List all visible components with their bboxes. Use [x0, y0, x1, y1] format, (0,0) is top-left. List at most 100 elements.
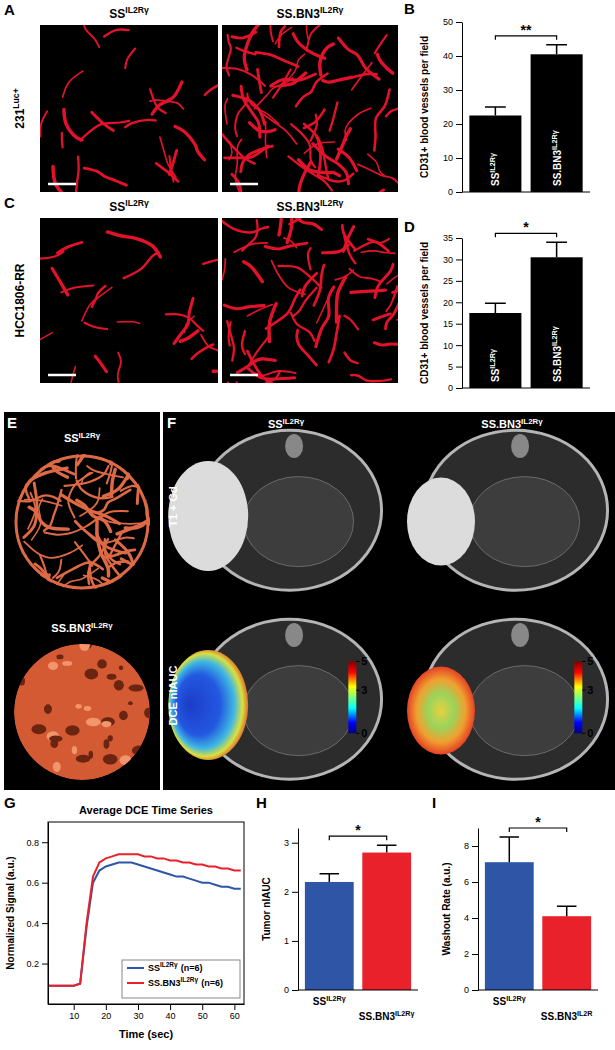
tick-mark: [472, 990, 478, 991]
vessel: [222, 134, 255, 163]
vessel: [256, 52, 298, 66]
tick: 30: [133, 1004, 143, 1021]
render-shade: [19, 676, 25, 685]
vessel: [344, 316, 358, 330]
tick: 15: [443, 319, 462, 329]
column-title-base: SS.BN3: [277, 200, 321, 214]
column-title-sup: IL2Rγ: [521, 417, 543, 426]
colorbar-label: 5: [361, 655, 367, 667]
vessel: [311, 115, 317, 141]
vessel: [343, 227, 353, 252]
vessel: [297, 330, 317, 365]
column-title-sup: IL2Rγ: [320, 5, 344, 15]
axis: 102030405060: [49, 1004, 245, 1021]
category-label: SSIL2Rγ: [313, 994, 346, 1007]
tick: 0: [448, 187, 462, 197]
tick: 30: [443, 255, 462, 265]
category-label: SS.BN3IL2Rγ: [550, 326, 563, 382]
vessel-render: [0, 412, 190, 633]
error-bar: [377, 845, 397, 852]
vessel: [281, 218, 321, 229]
vessel: [374, 343, 397, 345]
category-label-sup: IL2Rγ: [550, 326, 559, 346]
tick-mark: [292, 892, 298, 893]
scale-bar: [230, 183, 258, 186]
render-shade: [76, 755, 91, 763]
mri-tumor: [168, 650, 248, 760]
vessel: [213, 371, 218, 380]
render-shade: [97, 659, 107, 668]
column-title: SSIL2Rγ: [109, 5, 149, 21]
tick: 50: [443, 17, 462, 27]
category-label-base: SS.BN3: [541, 1011, 578, 1022]
row-label: T1 + Gd: [167, 486, 179, 527]
column-title: SS.BN3IL2Rγ: [277, 198, 344, 214]
scale-bar: [230, 374, 258, 377]
tick-mark: [456, 192, 462, 193]
vessel: [53, 560, 62, 578]
category-label-sup: IL2R: [577, 1009, 593, 1018]
mri-slice: [407, 430, 608, 590]
mri-organ: [244, 666, 354, 756]
colorbar-tick: [356, 733, 359, 734]
mri-organ: [470, 666, 580, 756]
column-title: SSIL2Rγ: [268, 417, 305, 430]
legend-label: SSIL2Rγ(n=6): [148, 961, 202, 973]
tick-mark: [456, 367, 462, 368]
column-title-base: SS: [109, 7, 125, 21]
axis: 0.20.40.60.8: [26, 823, 48, 1005]
legend-label-base: SS.BN3: [148, 978, 181, 988]
render-shade: [144, 707, 154, 718]
significance-label: *: [523, 219, 529, 235]
tick: 20: [101, 1004, 111, 1021]
vessel: [307, 25, 334, 51]
vessel: [135, 447, 144, 471]
vessel: [269, 304, 276, 342]
vessel: [68, 473, 92, 518]
tick: 3: [284, 838, 298, 848]
tick-label: 20: [101, 1011, 111, 1021]
render-shade: [101, 717, 115, 726]
tick-mark: [138, 1004, 139, 1010]
vessel: [77, 481, 113, 499]
vessel: [84, 575, 129, 605]
column-title-sup: IL2Rγ: [125, 198, 149, 208]
axis-line: [462, 23, 463, 193]
tick: 0.2: [26, 959, 48, 969]
category-label-sup: IL2Rγ: [395, 1009, 415, 1018]
micrograph-bg: [222, 25, 398, 192]
legend-label-suffix: (n=6): [181, 963, 203, 973]
tick-label: 15: [443, 319, 453, 329]
axis: 0123: [284, 829, 299, 996]
colorbar-label: 3: [361, 684, 367, 696]
vessel: [63, 568, 99, 587]
vessel: [26, 468, 67, 483]
category-label-base: SS: [490, 172, 501, 186]
render-shade: [119, 666, 123, 670]
tick: 2: [464, 949, 478, 959]
tick-mark: [202, 1004, 203, 1010]
render-shade: [119, 711, 128, 720]
render-shade: [114, 680, 124, 691]
render-label: SS.BN3IL2Rγ: [51, 621, 113, 634]
tick: 20: [443, 119, 462, 129]
tick-label: 0.4: [26, 918, 39, 928]
tick: 0.8: [26, 838, 48, 848]
bar: [362, 853, 411, 990]
colorbar-label: 5: [587, 655, 593, 667]
vessel: [90, 583, 126, 631]
render-rim: [16, 456, 148, 588]
tick-label: 35: [443, 233, 453, 243]
vessel: [275, 27, 291, 44]
category-label-sup: IL2Rγ: [488, 153, 497, 173]
plot-area: [469, 45, 582, 192]
y-axis-title: CD31+ blood vessels per field: [419, 36, 430, 178]
render-shade: [103, 739, 109, 749]
bar: [531, 54, 583, 192]
mri-tumor: [407, 478, 475, 566]
bar: [531, 257, 583, 388]
render-label: SSIL2Rγ: [64, 431, 101, 444]
vessel: [329, 316, 340, 362]
vessel: [346, 190, 383, 192]
micrograph: [222, 218, 398, 383]
